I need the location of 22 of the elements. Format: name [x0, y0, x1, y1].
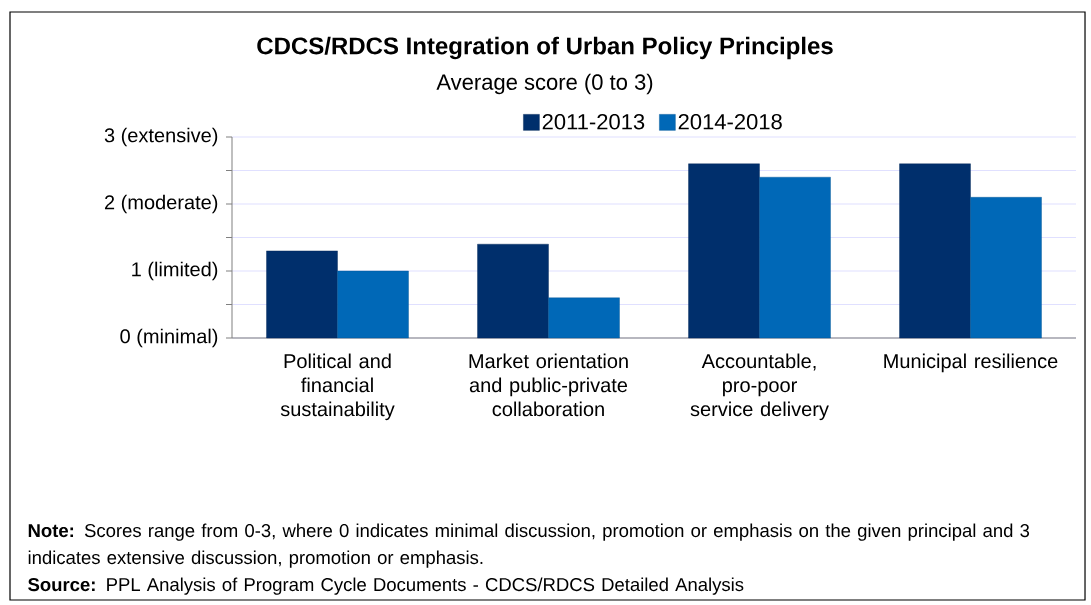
chart-title: CDCS/RDCS Integration of Urban Policy Principles [257, 36, 833, 60]
bar [337, 270, 409, 339]
legend-label: 2011-2013 [542, 113, 645, 130]
bar [899, 163, 971, 339]
text: Source: PPL Analysis of Program Cycle Documents - CDCS/RDCS Detailed Analysis [28, 577, 744, 595]
chart-subtitle: Average score (0 to 3) [436, 73, 653, 95]
text: Note: Scores range from 0-3, where 0 indicates minimal discussion, promotion or emphasis on the given principal and 3 indicates extensive discussion, promotion or emphasis. [28, 523, 1030, 568]
y-tick-label: 3 (extensive) [104, 127, 218, 147]
x-tick-label: Municipal resilience [884, 353, 1058, 373]
bar [266, 250, 338, 339]
y-tick-label: 2 (moderate) [104, 194, 218, 214]
bar [548, 297, 620, 339]
bar [688, 163, 760, 339]
x-tick-label: Political and financial sustainability [280, 353, 395, 421]
y-tick-label: 0 (minimal) [120, 328, 218, 348]
bar [970, 197, 1042, 339]
legend-label: 2014-2018 [678, 113, 782, 130]
bar [477, 244, 549, 339]
x-tick-label: Market orientation and public-private collaboration [469, 353, 628, 417]
bar [759, 177, 831, 339]
y-tick-label: 1 (limited) [132, 261, 218, 281]
x-tick-label: Accountable, pro-poor service delivery [690, 353, 829, 421]
